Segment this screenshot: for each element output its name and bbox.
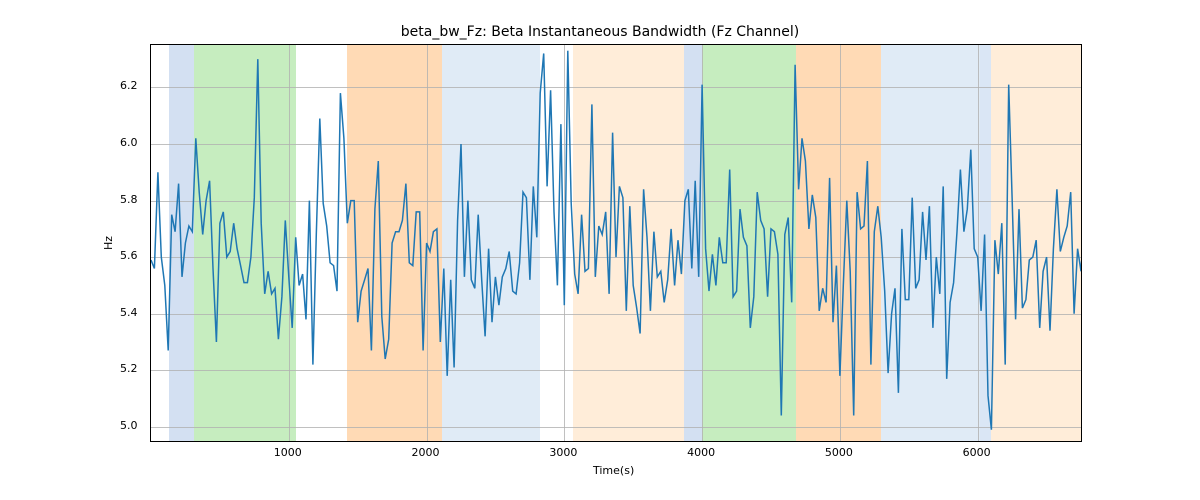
y-tick-label: 6.0: [120, 136, 138, 149]
x-tick-label: 3000: [549, 446, 577, 459]
y-tick-label: 5.4: [120, 306, 138, 319]
x-tick-label: 6000: [963, 446, 991, 459]
y-tick-label: 5.8: [120, 193, 138, 206]
x-tick-label: 1000: [274, 446, 302, 459]
y-tick-label: 5.6: [120, 249, 138, 262]
x-tick-label: 5000: [825, 446, 853, 459]
x-axis-label: Time(s): [593, 464, 634, 477]
plot-area: [150, 44, 1082, 442]
chart-title: beta_bw_Fz: Beta Instantaneous Bandwidth…: [0, 24, 1200, 40]
figure: beta_bw_Fz: Beta Instantaneous Bandwidth…: [0, 0, 1200, 500]
series-polyline: [151, 51, 1082, 430]
series-line: [151, 45, 1081, 441]
y-tick-label: 5.0: [120, 419, 138, 432]
x-tick-label: 2000: [412, 446, 440, 459]
y-tick-label: 5.2: [120, 362, 138, 375]
y-tick-label: 6.2: [120, 79, 138, 92]
x-tick-label: 4000: [687, 446, 715, 459]
y-axis-label: Hz: [102, 236, 115, 250]
